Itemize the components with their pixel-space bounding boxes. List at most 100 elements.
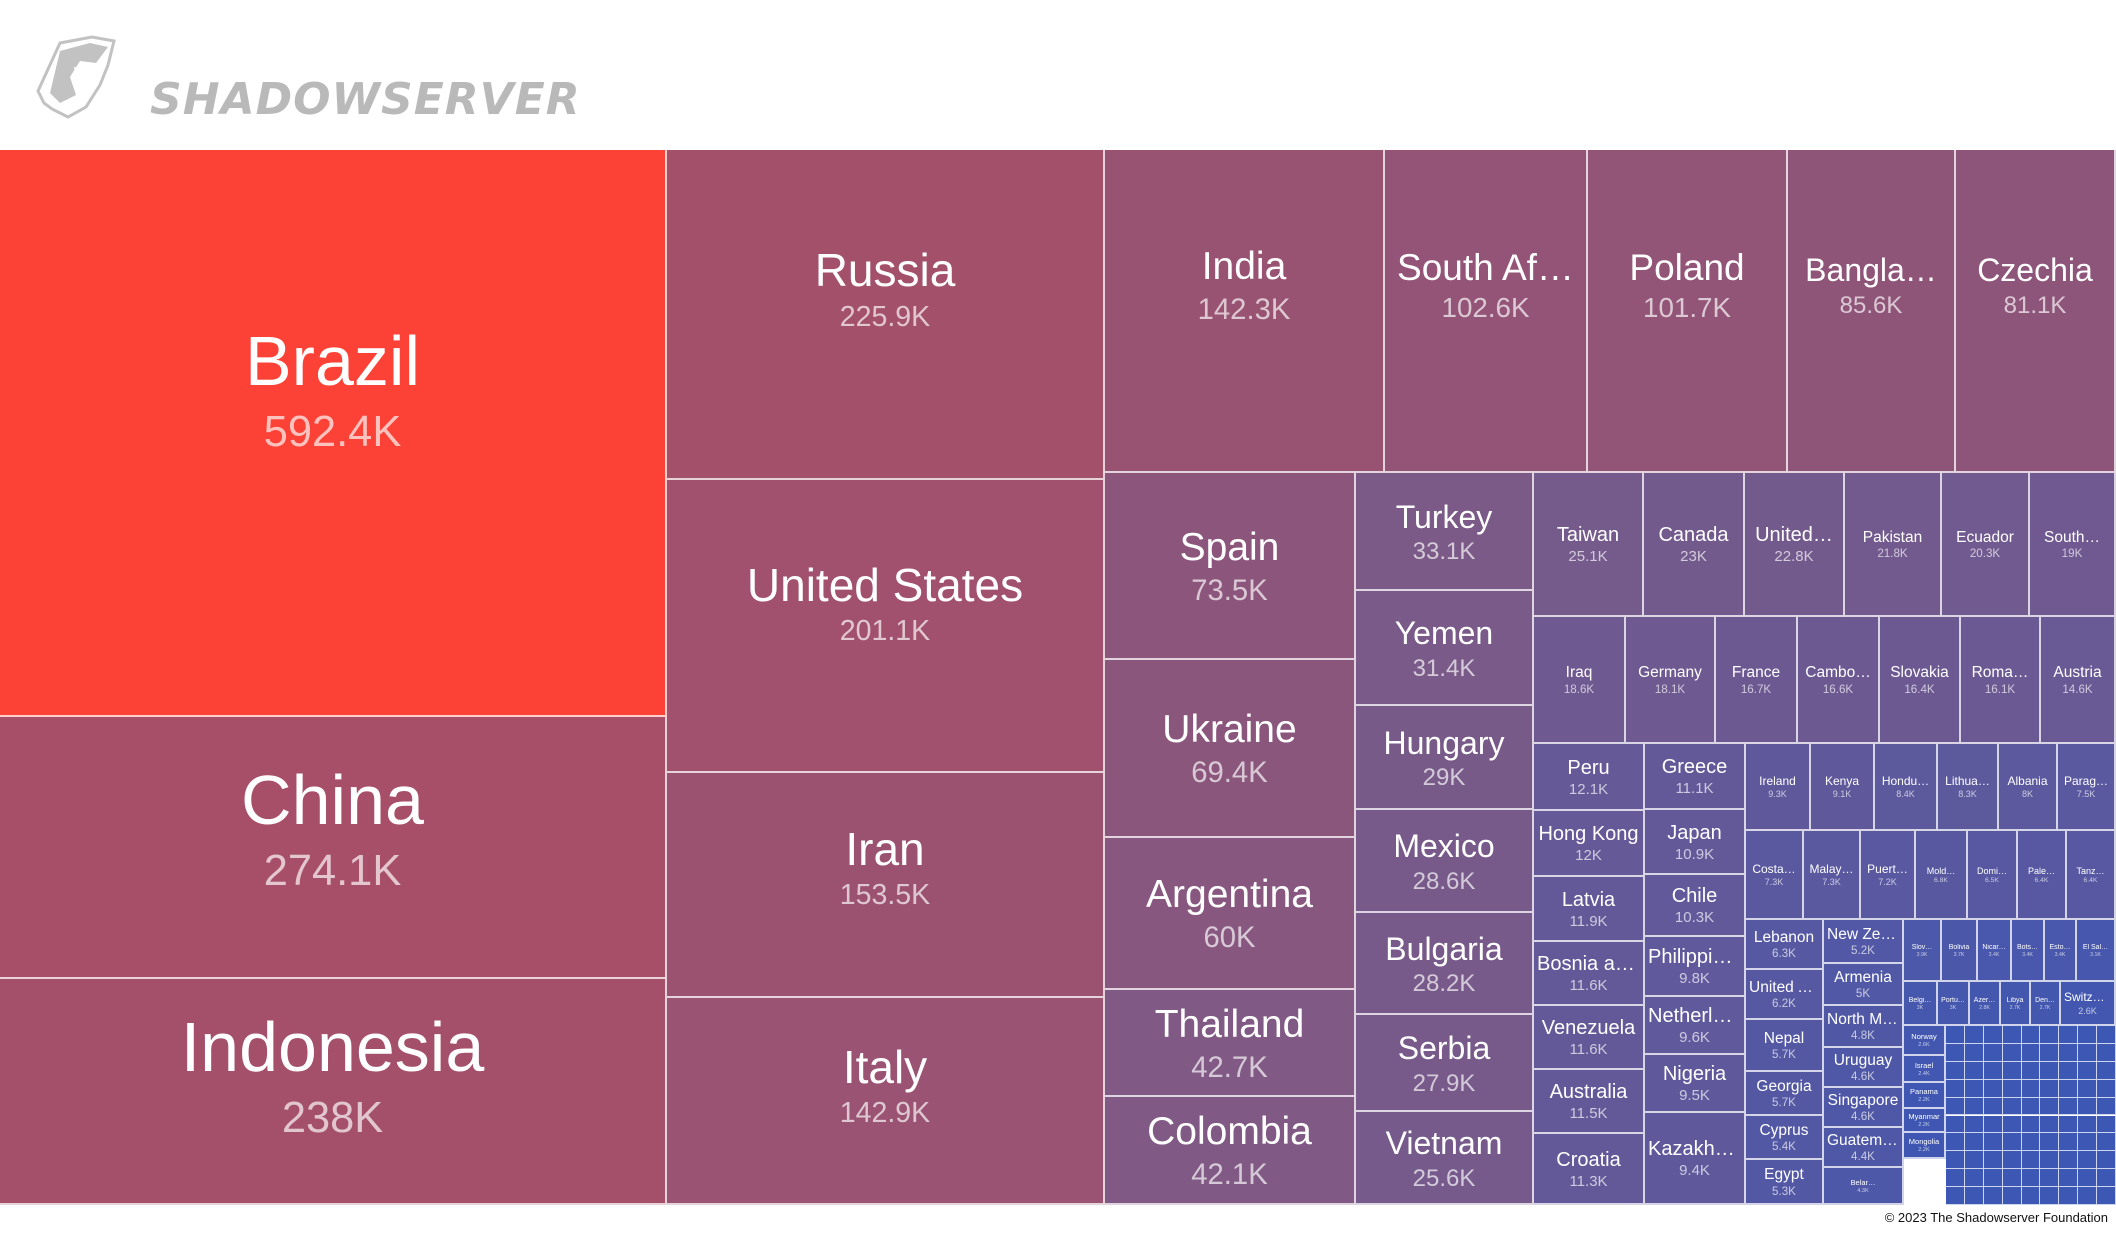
treemap-cell-minor[interactable] <box>2097 1079 2116 1098</box>
treemap-cell-albania[interactable]: Albania 8K <box>1999 744 2058 831</box>
treemap-cell-minor[interactable] <box>1946 1061 1965 1080</box>
treemap-cell-uruguay[interactable]: Uruguay 4.6K <box>1824 1048 1904 1088</box>
treemap-cell-minor[interactable] <box>2097 1061 2116 1080</box>
treemap-cell-cyprus[interactable]: Cyprus 5.4K <box>1746 1116 1824 1160</box>
treemap-cell-minor[interactable] <box>2059 1079 2079 1098</box>
treemap-cell-minor[interactable] <box>2059 1061 2079 1080</box>
treemap-cell-north-macedonia[interactable]: North Mac…4.8K <box>1824 1006 1904 1048</box>
treemap-cell-minor[interactable] <box>1983 1026 2003 1044</box>
treemap-cell-ukraine[interactable]: Ukraine 69.4K <box>1105 660 1356 838</box>
treemap-cell-hungary[interactable]: Hungary 29K <box>1356 706 1534 810</box>
treemap-cell-armenia[interactable]: Armenia 5K <box>1824 964 1904 1006</box>
treemap-cell-united-arab-emirates[interactable]: United Ara…6.2K <box>1746 970 1824 1020</box>
treemap-cell-guatemala[interactable]: Guatemala 4.4K <box>1824 1128 1904 1168</box>
treemap-cell-minor[interactable] <box>2040 1151 2060 1170</box>
treemap-cell-costa-rica[interactable]: Costa… 7.3K <box>1746 831 1804 920</box>
treemap-cell-minor[interactable] <box>2059 1026 2079 1044</box>
treemap-cell-brazil[interactable]: Brazil 592.4K <box>0 150 667 717</box>
treemap-cell-portugal[interactable]: Portu… 3K <box>1938 982 1970 1026</box>
treemap-cell-bangladesh[interactable]: Bangla… 85.6K <box>1788 150 1956 473</box>
treemap-cell-nigeria[interactable]: Nigeria 9.5K <box>1645 1055 1746 1113</box>
treemap-cell-minor[interactable] <box>1964 1115 1984 1134</box>
treemap-cell-minor[interactable] <box>1964 1097 1984 1116</box>
treemap-cell-bulgaria[interactable]: Bulgaria 28.2K <box>1356 913 1534 1015</box>
treemap-cell-romania[interactable]: Roma… 16.1K <box>1961 617 2041 744</box>
treemap-cell-yemen[interactable]: Yemen 31.4K <box>1356 591 1534 706</box>
treemap-cell-bosnia-and[interactable]: Bosnia and…11.6K <box>1534 942 1645 1006</box>
treemap-cell-minor[interactable] <box>1946 1133 1965 1152</box>
treemap-cell-minor[interactable] <box>2078 1133 2098 1152</box>
treemap-cell-minor[interactable] <box>2097 1026 2116 1044</box>
treemap-cell-minor[interactable] <box>1964 1169 1984 1188</box>
treemap-cell-indonesia[interactable]: Indonesia 238K <box>0 979 667 1205</box>
treemap-cell-minor[interactable] <box>2078 1169 2098 1188</box>
treemap-cell-minor[interactable] <box>1983 1097 2003 1116</box>
treemap-cell-slovenia[interactable]: Slov… 3.9K <box>1904 920 1942 982</box>
treemap-cell-minor[interactable] <box>1983 1115 2003 1134</box>
treemap-cell-libya[interactable]: Libya 2.7K <box>2001 982 2031 1026</box>
treemap-cell-italy[interactable]: Italy 142.9K <box>667 998 1105 1205</box>
treemap-cell-india[interactable]: India 142.3K <box>1105 150 1385 473</box>
treemap-cell-minor[interactable] <box>1964 1079 1984 1098</box>
treemap-cell-minor[interactable] <box>2059 1151 2079 1170</box>
treemap-cell-canada[interactable]: Canada 23K <box>1644 473 1745 617</box>
treemap-cell-minor[interactable] <box>2097 1151 2116 1170</box>
treemap-cell-moldova[interactable]: Mold… 6.8K <box>1916 831 1968 920</box>
treemap-cell-minor[interactable] <box>2097 1169 2116 1188</box>
treemap-cell-minor[interactable] <box>2021 1169 2041 1188</box>
treemap-cell-minor[interactable] <box>2078 1151 2098 1170</box>
treemap-cell-malaysia[interactable]: Malay… 7.3K <box>1804 831 1861 920</box>
treemap-cell-bolivia[interactable]: Bolivia 3.7K <box>1942 920 1978 982</box>
treemap-cell-minor[interactable] <box>2021 1079 2041 1098</box>
treemap-cell-serbia[interactable]: Serbia 27.9K <box>1356 1015 1534 1112</box>
treemap-cell-taiwan[interactable]: Taiwan 25.1K <box>1534 473 1644 617</box>
treemap-cell-cambodia[interactable]: Cambo… 16.6K <box>1798 617 1880 744</box>
treemap-cell-iraq[interactable]: Iraq 18.6K <box>1534 617 1626 744</box>
treemap-cell-paraguay[interactable]: Parag… 7.5K <box>2058 744 2116 831</box>
treemap-cell-minor[interactable] <box>2002 1115 2022 1134</box>
treemap-cell-minor[interactable] <box>2021 1187 2041 1205</box>
treemap-cell-panama[interactable]: Panama 2.2K <box>1904 1083 1946 1109</box>
treemap-cell-minor[interactable] <box>1964 1151 1984 1170</box>
treemap-cell-argentina[interactable]: Argentina 60K <box>1105 838 1356 990</box>
treemap-cell-japan[interactable]: Japan 10.9K <box>1645 810 1746 875</box>
treemap-cell-iran[interactable]: Iran 153.5K <box>667 773 1105 998</box>
treemap-cell-austria[interactable]: Austria 14.6K <box>2041 617 2116 744</box>
shadowserver-logo[interactable]: SHADOWSERVER <box>30 28 580 125</box>
treemap-cell-minor[interactable] <box>2021 1043 2041 1062</box>
treemap-cell-puerto-rico[interactable]: Puert… 7.2K <box>1861 831 1916 920</box>
treemap-cell-minor[interactable] <box>2002 1133 2022 1152</box>
treemap-cell-minor[interactable] <box>1946 1187 1965 1205</box>
treemap-cell-greece[interactable]: Greece 11.1K <box>1645 744 1746 810</box>
treemap-cell-minor[interactable] <box>2040 1097 2060 1116</box>
treemap-cell-azerbaijan[interactable]: Azer… 2.8K <box>1970 982 2001 1026</box>
treemap-cell-minor[interactable] <box>2059 1169 2079 1188</box>
treemap-cell-russia[interactable]: Russia 225.9K <box>667 150 1105 480</box>
treemap-cell-minor[interactable] <box>1964 1061 1984 1080</box>
treemap-cell-new-zealand[interactable]: New Zeala…5.2K <box>1824 920 1904 964</box>
treemap-cell-kazakhstan[interactable]: Kazakhstan 9.4K <box>1645 1113 1746 1205</box>
treemap-cell-vietnam[interactable]: Vietnam 25.6K <box>1356 1112 1534 1205</box>
treemap-cell-minor[interactable] <box>2040 1043 2060 1062</box>
treemap-cell-australia[interactable]: Australia 11.5K <box>1534 1070 1645 1134</box>
treemap-cell-minor[interactable] <box>2078 1061 2098 1080</box>
treemap-cell-minor[interactable] <box>1983 1079 2003 1098</box>
treemap-cell-thailand[interactable]: Thailand 42.7K <box>1105 990 1356 1097</box>
treemap-cell-minor[interactable] <box>1946 1026 1965 1044</box>
treemap-cell-egypt[interactable]: Egypt 5.3K <box>1746 1160 1824 1205</box>
treemap-cell-nicaragua[interactable]: Nicar… 3.4K <box>1978 920 2012 982</box>
treemap-cell-peru[interactable]: Peru 12.1K <box>1534 744 1645 811</box>
treemap-cell-honduras[interactable]: Hondu… 8.4K <box>1875 744 1938 831</box>
treemap-cell-minor[interactable] <box>1946 1043 1965 1062</box>
treemap-cell-minor[interactable] <box>2002 1061 2022 1080</box>
treemap-cell-minor[interactable] <box>1946 1169 1965 1188</box>
treemap-cell-slovakia[interactable]: Slovakia 16.4K <box>1880 617 1961 744</box>
treemap-cell-south[interactable]: South… 19K <box>2030 473 2116 617</box>
treemap-cell-minor[interactable] <box>2078 1026 2098 1044</box>
treemap-cell-france[interactable]: France 16.7K <box>1716 617 1798 744</box>
treemap-cell-minor[interactable] <box>2002 1043 2022 1062</box>
treemap-cell-minor[interactable] <box>1946 1115 1965 1134</box>
treemap-cell-minor[interactable] <box>2002 1169 2022 1188</box>
treemap-cell-mongolia[interactable]: Mongolia 2.2K <box>1904 1133 1946 1159</box>
treemap-cell-croatia[interactable]: Croatia 11.3K <box>1534 1134 1645 1205</box>
